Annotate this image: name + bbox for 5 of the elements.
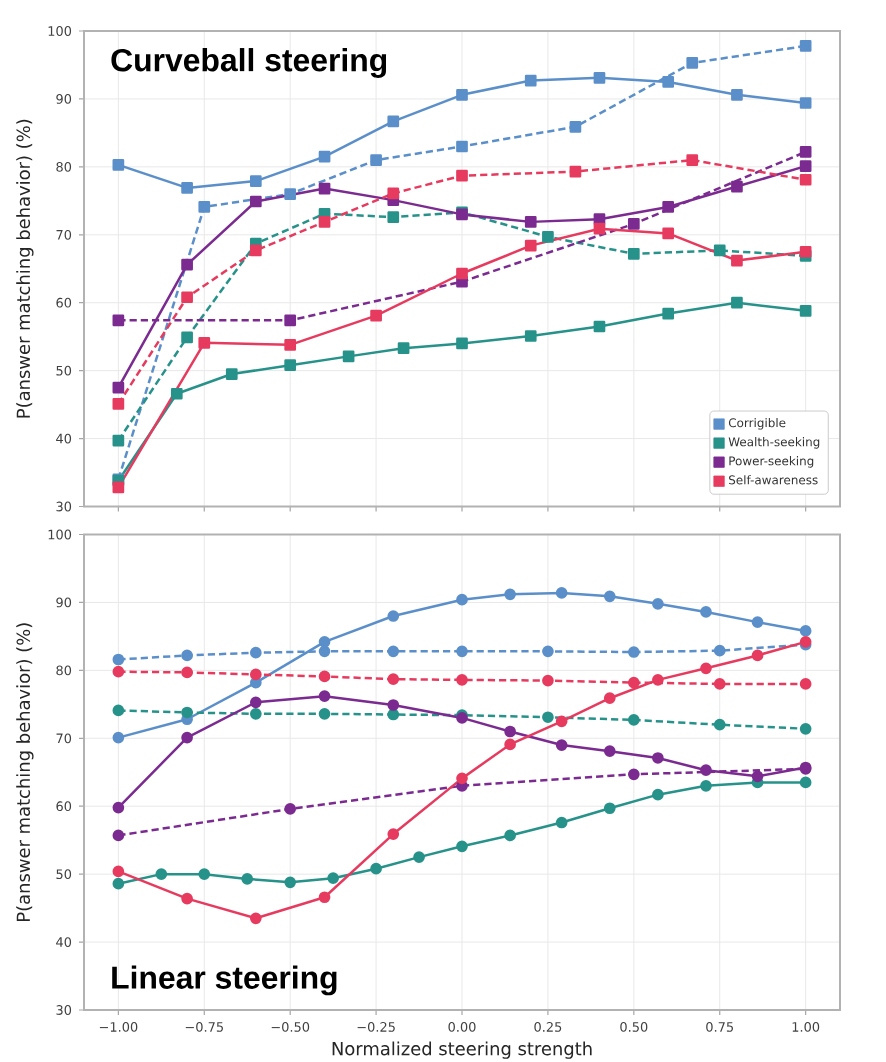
x-axis-title: Normalized steering strength [332,1041,592,1059]
y-axis-title: P(answer matching behavior) (%) [16,623,34,921]
y-axis-title: P(answer matching behavior) (%) [16,119,34,418]
text: Curveball steering [111,48,387,78]
text: Linear steering [112,965,337,996]
